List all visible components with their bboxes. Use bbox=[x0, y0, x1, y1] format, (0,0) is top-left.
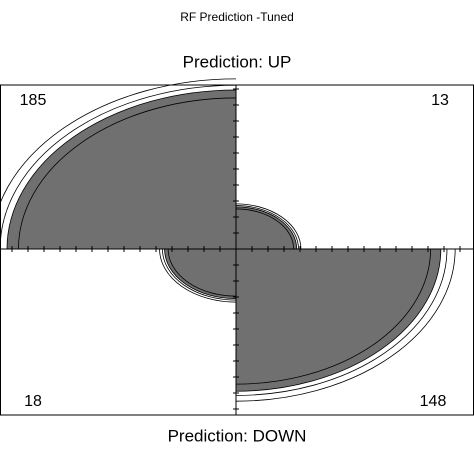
confidence-ring bbox=[235, 248, 448, 396]
quadrant bbox=[6, 89, 237, 250]
cell-count: 18 bbox=[24, 393, 42, 410]
confidence-ring bbox=[18, 97, 237, 250]
chart-title: RF Prediction -Tuned bbox=[180, 10, 294, 24]
confidence-ring bbox=[235, 205, 299, 250]
cell-count: 13 bbox=[431, 92, 449, 109]
confidence-ring bbox=[159, 248, 237, 303]
confidence-ring bbox=[162, 248, 237, 301]
confidence-ring bbox=[167, 248, 237, 297]
confidence-ring bbox=[235, 208, 295, 250]
confidence-ring bbox=[0, 84, 237, 250]
cell-count: 185 bbox=[20, 92, 47, 109]
confidence-ring bbox=[235, 248, 456, 402]
quadrant bbox=[235, 206, 298, 250]
confidence-ring bbox=[235, 248, 431, 385]
bottom-label: Prediction: DOWN bbox=[168, 426, 307, 445]
cell-count: 148 bbox=[420, 393, 447, 410]
quadrant bbox=[235, 248, 442, 392]
confidence-ring bbox=[235, 203, 302, 250]
quadrant bbox=[164, 248, 237, 299]
confidence-ring bbox=[0, 78, 237, 205]
top-label: Prediction: UP bbox=[183, 52, 292, 71]
